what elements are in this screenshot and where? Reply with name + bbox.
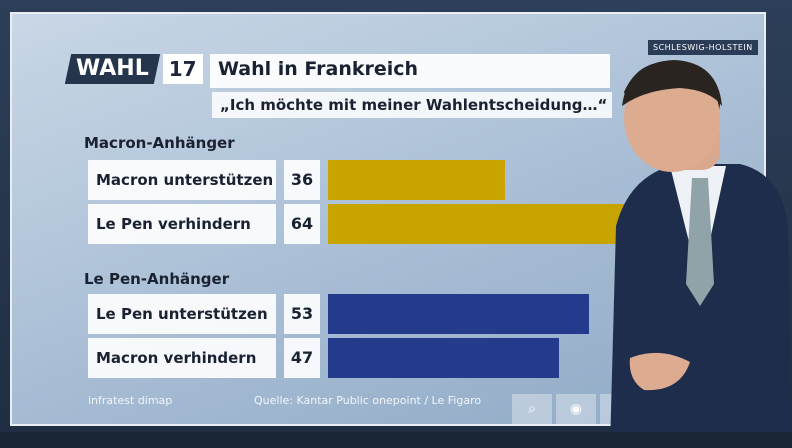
- row-value: 36: [284, 160, 320, 200]
- row-value: 64: [284, 204, 320, 244]
- title-box: [210, 54, 610, 88]
- bar-macron-unterstuetzen: [328, 160, 505, 200]
- row-label: Macron verhindern: [88, 338, 276, 378]
- chart-title: Wahl in Frankreich: [218, 58, 419, 80]
- bar-lepen-verhindern: [328, 204, 643, 244]
- row-label: Le Pen verhindern: [88, 204, 276, 244]
- footer-source: Quelle: Kantar Public onepoint / Le Figa…: [254, 394, 482, 407]
- news-ticker: [0, 432, 792, 448]
- presenter-figure: [610, 60, 792, 448]
- search-icon[interactable]: ⌕: [512, 394, 552, 424]
- region-badge: SCHLESWIG-HOLSTEIN: [648, 40, 758, 55]
- group-label-lepen: Le Pen-Anhänger: [84, 270, 230, 288]
- row-label: Macron unterstützen: [88, 160, 276, 200]
- group-label-macron: Macron-Anhänger: [84, 134, 235, 152]
- row-value: 53: [284, 294, 320, 334]
- chart-subtitle: „Ich möchte mit meiner Wahlentscheidung……: [212, 92, 612, 118]
- wahl-logo: WAHL 17: [64, 54, 203, 84]
- logo-number: 17: [162, 54, 203, 84]
- footer-credit: infratest dimap: [88, 394, 173, 407]
- row-label: Le Pen unterstützen: [88, 294, 276, 334]
- record-icon[interactable]: ◉: [556, 394, 596, 424]
- bar-macron-verhindern: [328, 338, 559, 378]
- bar-lepen-unterstuetzen: [328, 294, 589, 334]
- row-value: 47: [284, 338, 320, 378]
- logo-wahl: WAHL: [76, 56, 149, 81]
